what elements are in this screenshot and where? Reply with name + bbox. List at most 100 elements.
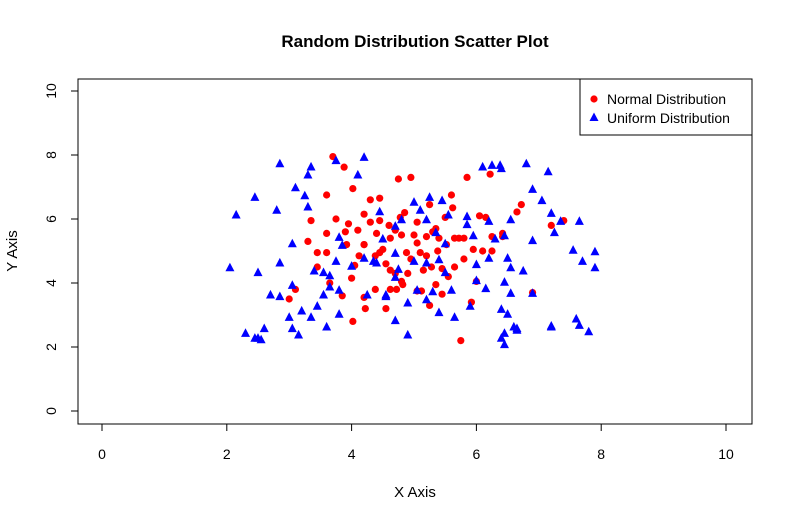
data-point-triangle (546, 208, 556, 217)
data-point-circle (323, 191, 331, 199)
data-point-circle (392, 285, 401, 293)
data-point-circle (488, 247, 496, 255)
data-point-triangle (462, 219, 472, 229)
data-point-triangle (549, 227, 559, 237)
y-tick-label: 10 (43, 83, 59, 99)
data-point-circle (355, 252, 363, 260)
chart-title: Random Distribution Scatter Plot (281, 32, 549, 51)
data-point-triangle (275, 257, 285, 267)
data-point-triangle (446, 285, 456, 294)
data-point-triangle (496, 304, 506, 313)
data-point-triangle (306, 312, 316, 321)
data-point-circle (399, 281, 407, 289)
data-point-triangle (465, 301, 475, 310)
data-point-triangle (556, 216, 566, 225)
data-point-triangle (478, 161, 488, 171)
y-tick-label: 0 (43, 407, 59, 415)
legend-marker-normal (590, 95, 598, 103)
data-point-triangle (428, 286, 438, 296)
data-point-triangle (537, 195, 547, 205)
data-point-triangle (312, 301, 322, 310)
data-point-circle (323, 249, 331, 257)
data-point-circle (475, 212, 484, 220)
data-point-triangle (403, 329, 413, 339)
data-point-circle (313, 249, 321, 257)
x-tick-label: 4 (348, 446, 356, 462)
data-point-triangle (334, 309, 344, 318)
legend-label-normal: Normal Distribution (607, 91, 726, 107)
x-tick-label: 8 (597, 446, 605, 462)
data-point-triangle (521, 158, 531, 168)
data-point-triangle (440, 238, 450, 248)
data-point-circle (432, 281, 440, 289)
series-circle (285, 153, 568, 345)
data-point-triangle (496, 163, 506, 173)
data-point-triangle (287, 280, 297, 289)
data-point-triangle (487, 160, 497, 169)
data-point-circle (422, 233, 431, 241)
data-point-triangle (290, 182, 300, 192)
data-point-circle (447, 191, 456, 199)
data-point-circle (404, 269, 412, 277)
points-layer (225, 152, 600, 349)
data-point-circle (469, 245, 477, 253)
data-point-triangle (259, 323, 269, 333)
data-point-triangle (462, 211, 472, 221)
data-point-triangle (590, 246, 600, 256)
data-point-circle (394, 175, 402, 183)
data-point-circle (371, 285, 379, 293)
data-point-triangle (294, 329, 304, 339)
data-point-circle (307, 217, 315, 225)
data-point-triangle (434, 307, 444, 317)
data-point-circle (419, 266, 427, 274)
data-point-triangle (499, 277, 509, 286)
data-point-triangle (319, 289, 329, 299)
data-point-triangle (325, 270, 335, 280)
data-point-triangle (300, 190, 310, 200)
data-point-circle (386, 285, 394, 293)
data-point-triangle (393, 264, 403, 273)
data-point-triangle (443, 209, 453, 219)
data-point-triangle (431, 227, 441, 237)
data-point-triangle (309, 265, 319, 275)
data-point-circle (376, 217, 384, 225)
data-point-triangle (503, 309, 513, 318)
data-point-triangle (528, 235, 538, 245)
data-point-circle (285, 295, 293, 303)
data-point-triangle (287, 323, 297, 333)
data-point-circle (402, 249, 411, 257)
data-point-circle (341, 228, 349, 236)
data-point-triangle (450, 312, 460, 321)
data-point-circle (354, 226, 362, 234)
data-point-circle (517, 201, 525, 209)
data-point-triangle (337, 240, 347, 249)
data-point-triangle (403, 297, 413, 307)
data-point-circle (457, 337, 465, 345)
data-point-circle (348, 274, 356, 282)
data-point-circle (416, 249, 424, 257)
data-point-triangle (241, 328, 251, 337)
data-point-triangle (334, 285, 344, 294)
data-point-triangle (481, 283, 491, 293)
data-point-circle (438, 290, 446, 298)
x-tick-label: 6 (473, 446, 481, 462)
data-point-triangle (287, 238, 297, 248)
data-point-triangle (421, 214, 431, 224)
data-point-triangle (415, 205, 425, 214)
data-point-triangle (506, 214, 516, 224)
data-point-circle (460, 255, 468, 263)
data-point-triangle (584, 326, 594, 336)
y-tick-label: 4 (43, 279, 59, 287)
data-point-circle (372, 229, 381, 237)
data-point-triangle (490, 233, 500, 243)
data-point-circle (344, 220, 353, 228)
x-axis: 0 2 4 6 8 10 (98, 423, 734, 462)
data-point-triangle (421, 257, 431, 267)
data-point-triangle (528, 288, 538, 297)
data-point-triangle (303, 169, 313, 179)
data-point-triangle (503, 253, 513, 262)
data-point-triangle (225, 262, 235, 272)
data-point-circle (366, 196, 374, 204)
data-point-triangle (390, 248, 400, 257)
